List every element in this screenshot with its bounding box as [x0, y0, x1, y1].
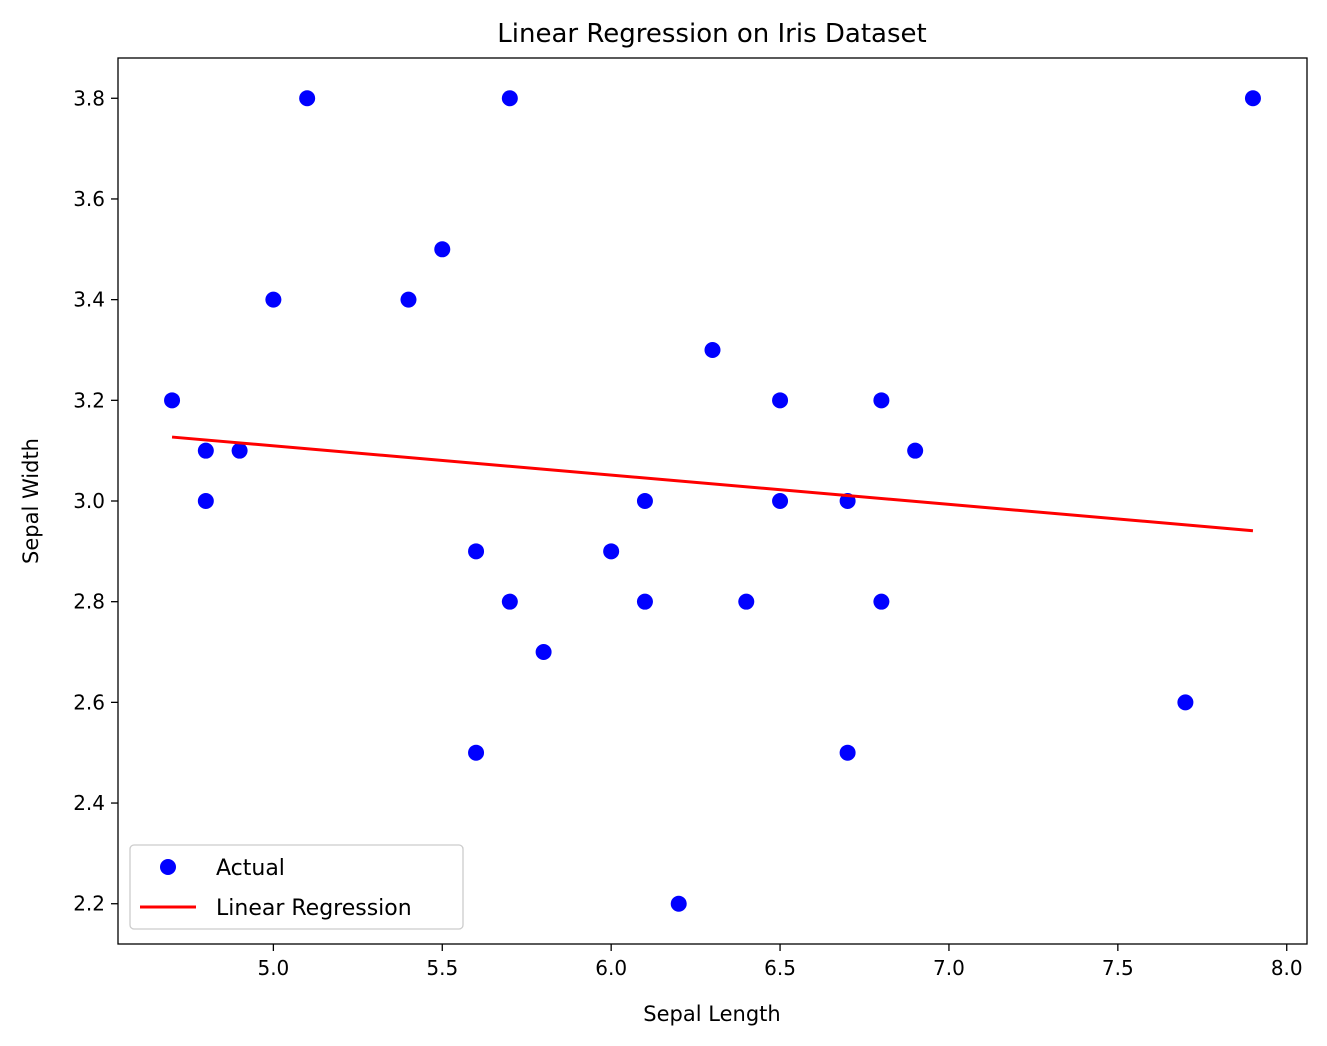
- data-point: [501, 90, 518, 107]
- y-tick-label: 2.4: [73, 791, 105, 815]
- data-point: [603, 543, 620, 560]
- legend-label-actual: Actual: [216, 856, 285, 881]
- y-tick-label: 3.4: [73, 288, 105, 312]
- data-point: [468, 543, 485, 560]
- legend-label-linear-regression: Linear Regression: [216, 896, 412, 921]
- data-point: [1177, 694, 1194, 711]
- y-tick-label: 3.2: [73, 388, 105, 412]
- y-axis-label: Sepal Width: [19, 438, 43, 564]
- regression-line: [171, 435, 1254, 533]
- x-tick-label: 6.0: [595, 956, 627, 980]
- data-point: [434, 241, 451, 258]
- data-point: [839, 744, 856, 761]
- data-point: [670, 895, 687, 912]
- data-point: [231, 442, 248, 459]
- chart-title: Linear Regression on Iris Dataset: [497, 19, 926, 49]
- y-tick-label: 3.6: [73, 187, 105, 211]
- data-point: [704, 341, 721, 358]
- data-point: [636, 593, 653, 610]
- legend: Actual Linear Regression: [129, 844, 464, 930]
- x-axis-label: Sepal Length: [643, 1002, 780, 1026]
- y-tick-label: 3.8: [73, 86, 105, 110]
- data-point: [873, 392, 890, 409]
- data-point: [738, 593, 755, 610]
- data-point: [197, 442, 214, 459]
- x-tick-label: 8.0: [1271, 956, 1303, 980]
- y-tick-label: 2.8: [73, 590, 105, 614]
- axis-ticks: 5.0 5.5 6.0 6.5 7.0 7.5 8.0 2.2 2.4 2.6 2.8 3.0 3.2 3…: [73, 86, 1302, 980]
- data-point: [164, 392, 181, 409]
- data-point: [535, 644, 552, 661]
- data-point: [772, 392, 789, 409]
- plot-area: [164, 90, 1261, 912]
- data-point: [501, 593, 518, 610]
- data-point: [873, 593, 890, 610]
- legend-marker-actual: [160, 859, 176, 875]
- data-point: [468, 744, 485, 761]
- x-tick-label: 5.0: [257, 956, 289, 980]
- x-tick-label: 6.5: [764, 956, 796, 980]
- data-point: [1244, 90, 1261, 107]
- y-tick-label: 2.6: [73, 690, 105, 714]
- data-point: [197, 493, 214, 509]
- data-point: [265, 291, 282, 308]
- data-point: [400, 291, 417, 308]
- y-tick-label: 2.2: [73, 892, 105, 916]
- data-point: [907, 442, 924, 459]
- x-tick-label: 5.5: [426, 956, 458, 980]
- data-point: [772, 493, 789, 509]
- data-point: [299, 90, 316, 107]
- data-point: [636, 493, 653, 509]
- y-tick-label: 3.0: [73, 489, 105, 513]
- x-tick-label: 7.0: [933, 956, 965, 980]
- legend-frame: [129, 844, 464, 930]
- x-tick-label: 7.5: [1102, 956, 1134, 980]
